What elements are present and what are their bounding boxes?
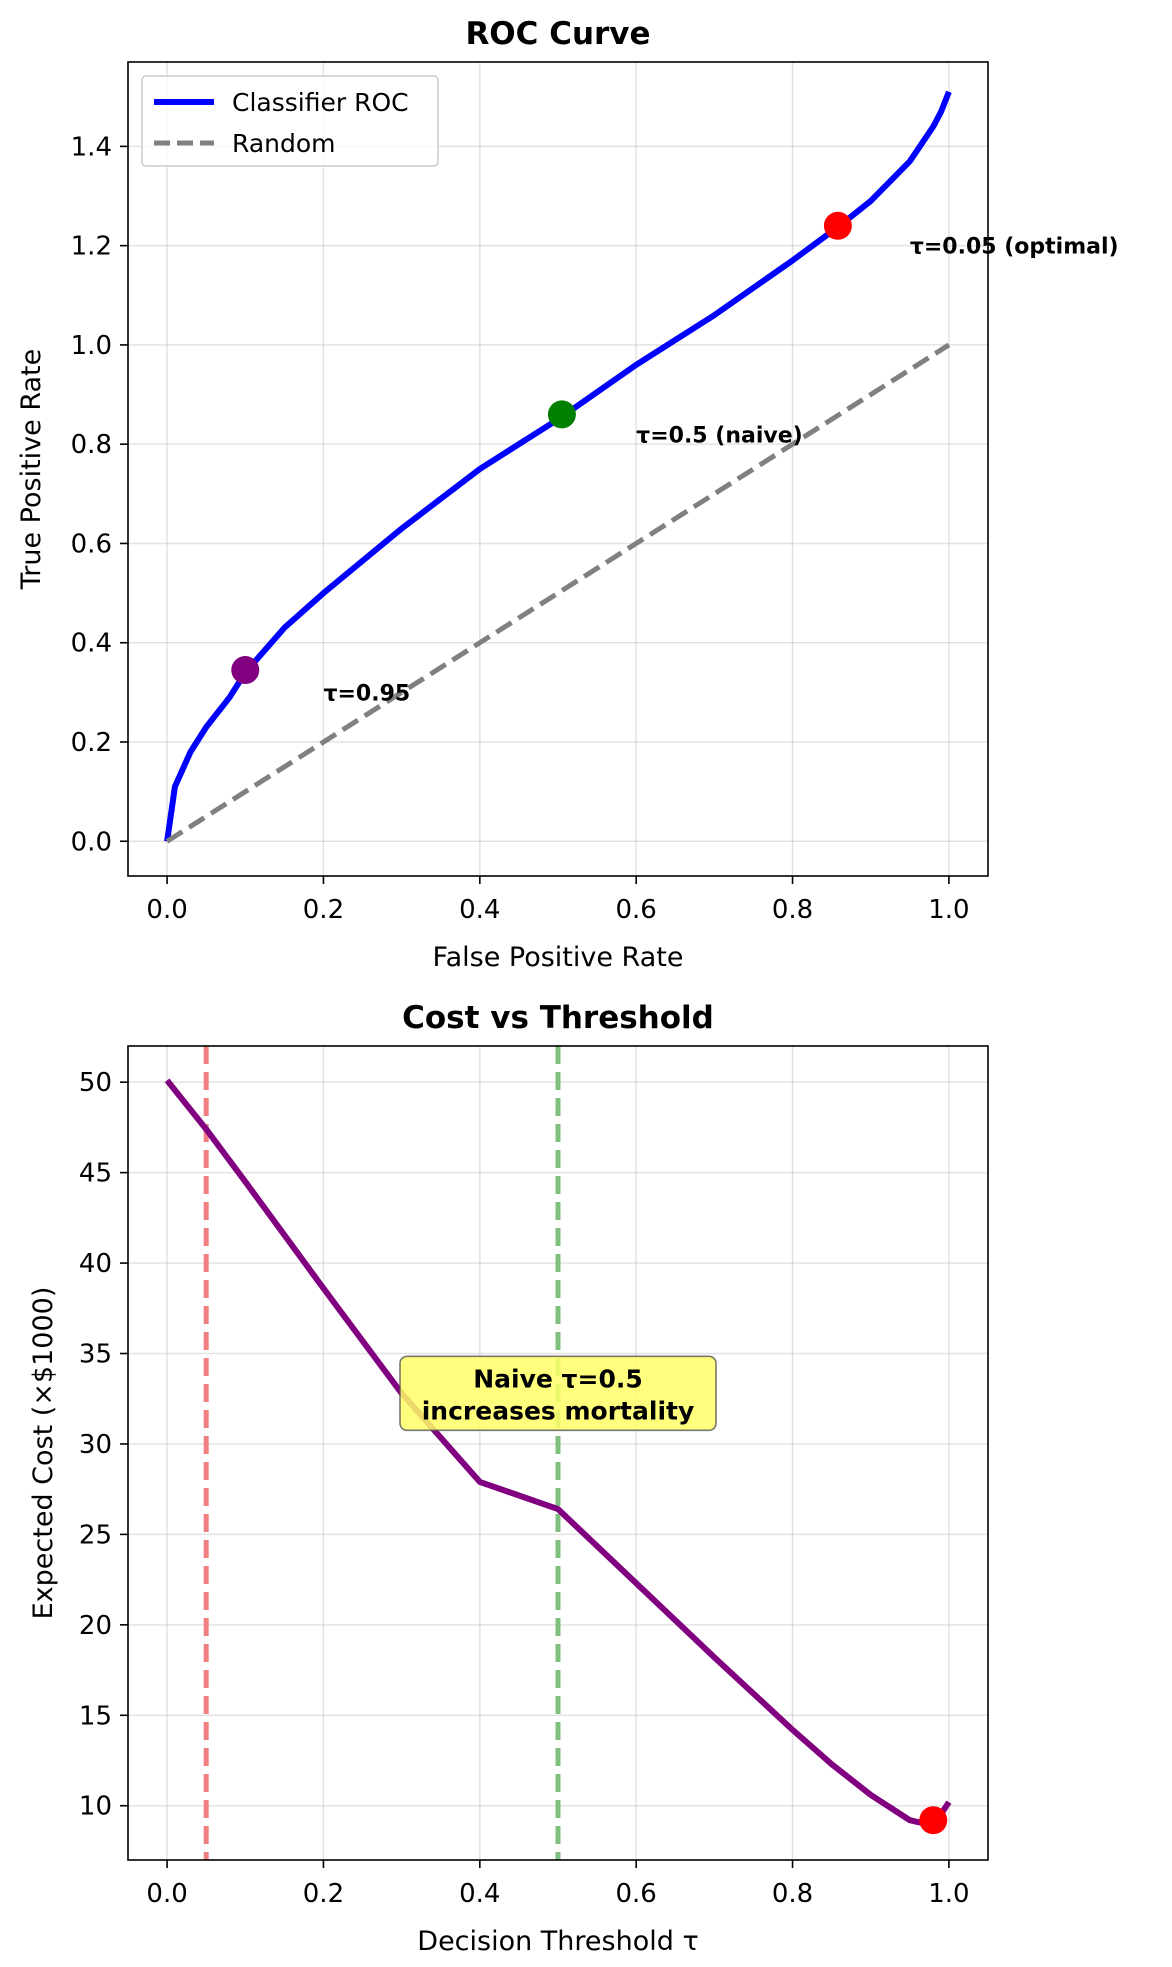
cost-annotation-line-1: Naive τ=0.5	[473, 1364, 643, 1393]
roc-legend-label-classifier: Classifier ROC	[232, 88, 409, 117]
roc-y-tick-label: 1.4	[71, 132, 112, 162]
roc-y-tick-label: 0.8	[71, 430, 112, 460]
cost-y-tick-label: 20	[79, 1611, 112, 1641]
cost-x-tick-label: 1.0	[928, 1879, 969, 1909]
roc-x-tick-label: 0.6	[616, 895, 657, 925]
roc-y-tick-label: 0.4	[71, 629, 112, 659]
roc-threshold-label: τ=0.5 (naive)	[636, 423, 803, 448]
roc-y-tick-label: 0.6	[71, 529, 112, 559]
roc-legend: Classifier ROC Random	[141, 75, 439, 167]
roc-legend-box	[141, 75, 439, 167]
cost-x-tick-label: 0.8	[772, 1879, 813, 1909]
roc-y-tick-label: 1.2	[71, 232, 112, 262]
cost-annotation-line-2: increases mortality	[422, 1396, 695, 1425]
roc-threshold-label: τ=0.05 (optimal)	[910, 235, 1119, 260]
cost-annotation-box: Naive τ=0.5 increases mortality	[399, 1355, 717, 1432]
cost-y-tick-label: 50	[79, 1068, 112, 1098]
cost-threshold-lines	[203, 1046, 561, 1860]
roc-x-tick-label: 0.2	[303, 895, 344, 925]
cost-x-tick-label: 0.6	[616, 1879, 657, 1909]
roc-x-tick-label: 0.8	[772, 895, 813, 925]
roc-y-tick-label: 0.2	[71, 728, 112, 758]
roc-grid	[128, 62, 988, 876]
roc-y-ticks: 0.0 0.2 0.4 0.6 0.8 1.0 1.2 1.4	[71, 132, 128, 857]
roc-chart-title: ROC Curve	[465, 16, 650, 52]
cost-y-tick-label: 10	[79, 1792, 112, 1822]
cost-series-layer	[164, 1078, 952, 1829]
cost-minimum-marker	[919, 1806, 948, 1835]
roc-point-labels-layer: τ=0.95 τ=0.5 (naive) τ=0.05 (optimal)	[323, 235, 1118, 707]
roc-x-ticks: 0.0 0.2 0.4 0.6 0.8 1.0	[146, 876, 970, 925]
cost-markers-layer	[919, 1806, 948, 1835]
roc-markers-layer	[231, 211, 852, 685]
cost-x-axis-label: Decision Threshold τ	[417, 1926, 698, 1957]
roc-y-axis-label: True Positive Rate	[16, 349, 47, 591]
cost-y-tick-label: 25	[79, 1520, 112, 1550]
roc-random-line	[165, 342, 951, 844]
cost-x-tick-label: 0.2	[303, 1879, 344, 1909]
cost-y-tick-label: 30	[79, 1430, 112, 1460]
roc-chart-panel: τ=0.95τ=0.5 (naive)τ=0.05 (optimal) 0.0 0…	[16, 16, 1119, 973]
roc-threshold-marker	[547, 400, 576, 429]
cost-x-tick-label: 0.4	[459, 1879, 500, 1909]
roc-classifier-line	[164, 90, 952, 842]
cost-y-ticks: 10 15 20 25 30 35 40 45 50	[79, 1068, 128, 1822]
roc-threshold-marker	[231, 656, 260, 685]
cost-y-tick-label: 15	[79, 1701, 112, 1731]
roc-threshold-label: τ=0.95	[323, 681, 410, 706]
roc-y-tick-label: 0.0	[71, 827, 112, 857]
roc-y-tick-label: 1.0	[71, 331, 112, 361]
cost-curve-line	[164, 1078, 952, 1829]
cost-chart-title: Cost vs Threshold	[402, 1000, 714, 1036]
roc-legend-label-random: Random	[232, 129, 336, 158]
roc-series-layer	[164, 90, 952, 844]
cost-x-tick-label: 0.0	[146, 1879, 187, 1909]
cost-y-tick-label: 40	[79, 1249, 112, 1279]
cost-y-tick-label: 45	[79, 1159, 112, 1189]
roc-plot-frame	[127, 61, 989, 877]
cost-y-axis-label: Expected Cost (×$1000)	[28, 1287, 59, 1620]
cost-chart-panel: Naive τ=0.5 increases mortality 0.0 0.2 0.…	[28, 1000, 989, 1957]
roc-threshold-marker	[823, 211, 852, 240]
cost-x-ticks: 0.0 0.2 0.4 0.6 0.8 1.0	[146, 1860, 970, 1909]
roc-x-tick-label: 0.4	[459, 895, 500, 925]
cost-annotation-background	[399, 1355, 717, 1432]
cost-y-tick-label: 35	[79, 1340, 112, 1370]
roc-x-axis-label: False Positive Rate	[433, 942, 684, 973]
roc-x-tick-label: 0.0	[146, 895, 187, 925]
roc-x-tick-label: 1.0	[928, 895, 969, 925]
cost-plot-frame	[127, 1045, 989, 1861]
